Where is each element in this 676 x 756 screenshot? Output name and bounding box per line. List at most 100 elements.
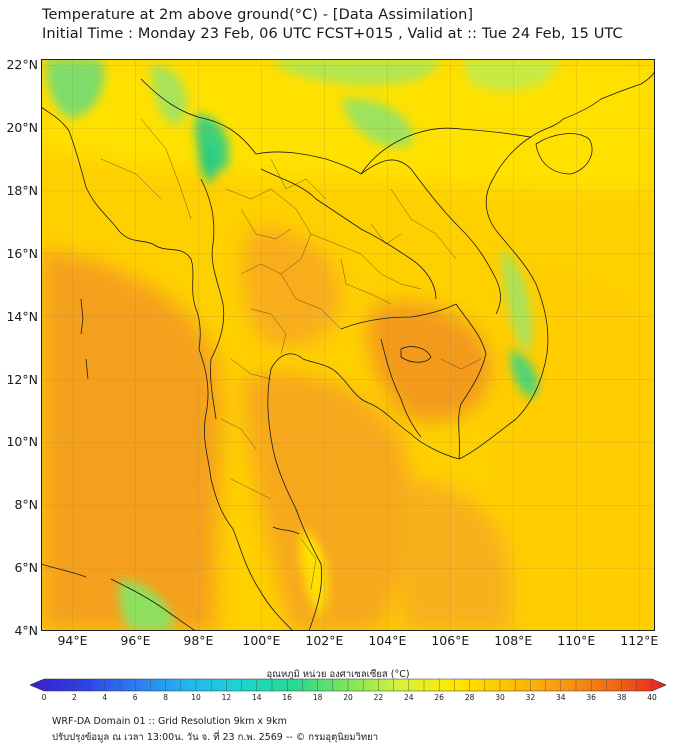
field-central-thai-warm (242, 228, 341, 347)
longitude-tick-label: 98°E (183, 633, 214, 648)
province-line (140, 118, 192, 220)
coastline-sumatra (110, 578, 197, 631)
field-green-vn2 (510, 349, 539, 399)
coastline-tenasserim (198, 348, 234, 530)
border-myanmar-china (140, 78, 257, 155)
longitude-tick-label: 96°E (120, 633, 151, 648)
latitude-tick-label: 14°N (6, 308, 38, 324)
longitude-tick-label: 102°E (305, 633, 344, 648)
hainan-island (535, 133, 593, 175)
map-frame (41, 59, 655, 631)
colorbar-tick-label: 32 (525, 693, 536, 702)
coastline-malay-west (232, 528, 294, 631)
tonle-sap (400, 346, 432, 363)
colorbar-tick-label: 14 (252, 693, 262, 702)
latitude-tick-label: 16°N (6, 245, 38, 261)
latitude-tick-label: 22°N (6, 57, 38, 73)
colorbar-tick-label: 2 (72, 693, 77, 702)
latitude-tick-label: 20°N (6, 120, 38, 136)
colorbar-title: อุณหภูมิ หน่วย องศาเซลเซียส (°C) (266, 669, 410, 680)
colorbar-tick-label: 12 (221, 693, 232, 702)
chart-title-line1: Temperature at 2m above ground(°C) - [Da… (42, 7, 474, 23)
coastline-malay-east (267, 353, 460, 631)
colorbar-tick-label: 34 (556, 693, 566, 702)
colorbar (30, 678, 666, 692)
field-andaman-warm (41, 249, 222, 631)
province-lines (100, 118, 482, 590)
footer-line2: ปรับปรุงข้อมูล ณ เวลา 13:00น. วัน จ. ที่… (52, 732, 379, 743)
temperature-map (41, 59, 655, 631)
field-green-laos (341, 98, 413, 147)
boundaries (41, 68, 655, 631)
province-line (230, 478, 272, 500)
field-green-nw2 (151, 64, 187, 125)
field-green-ne (461, 59, 561, 91)
latitude-tick-label: 18°N (6, 183, 38, 198)
colorbar-tick-label: 24 (404, 693, 414, 702)
province-line (240, 208, 292, 240)
border-cambodia-vietnam (455, 303, 487, 460)
colorbar-tick-label: 36 (586, 693, 596, 702)
colorbar-tick-label: 30 (495, 693, 505, 702)
colorbar-tick-label: 10 (191, 693, 201, 702)
field-gulf-warm (241, 372, 410, 631)
longitude-tick-label: 108°E (494, 633, 533, 648)
colorbar-tick-label: 16 (282, 693, 292, 702)
colorbar-tick-label: 0 (41, 693, 47, 702)
coastline-south-china (562, 68, 655, 120)
graticule (41, 59, 655, 631)
province-line (270, 158, 327, 200)
longitude-tick-label: 112°E (620, 633, 659, 648)
field-south-orange (401, 479, 511, 631)
coastline-vietnam (458, 118, 564, 460)
field-green-burma2 (199, 139, 217, 184)
latitude-tick-label: 6°N (14, 560, 38, 576)
field-green-nw (46, 59, 105, 119)
field-cambodia-hot (368, 302, 492, 422)
border-thailand-laos (260, 168, 437, 300)
longitude-tick-label: 104°E (368, 633, 407, 648)
border-myanmar-thailand (200, 178, 225, 420)
province-line (280, 273, 342, 330)
latitude-tick-label: 8°N (14, 497, 38, 513)
colorbar-tick-label: 6 (132, 693, 138, 702)
longitude-tick-label: 110°E (557, 633, 596, 648)
colorbar-tick-label: 20 (343, 693, 353, 702)
colorbar-tick-label: 40 (647, 693, 657, 702)
province-line (390, 188, 457, 260)
province-line (340, 258, 392, 305)
province-line (250, 308, 287, 355)
field-green-vn (501, 249, 532, 351)
footer-line1: WRF-DA Domain 01 :: Grid Resolution 9km … (52, 716, 287, 727)
colorbar-tick-label: 8 (163, 693, 168, 702)
latitude-tick-label: 10°N (6, 434, 38, 450)
coastline-myanmar-west (41, 106, 201, 350)
field-north-yellow (41, 59, 655, 192)
border-china-laos (255, 151, 362, 175)
field-green-sumatra (119, 579, 173, 631)
border-thailand-malaysia (272, 526, 300, 535)
colorbar-tick-label: 4 (102, 693, 108, 702)
province-line (100, 158, 162, 200)
field-green-malay (299, 529, 329, 619)
field-scs-amber (492, 259, 655, 631)
latitude-tick-label: 4°N (14, 623, 38, 638)
colorbar-tick-label: 22 (373, 693, 384, 702)
coastline-sumatra-tip (41, 563, 87, 578)
colorbar-tick-label: 38 (616, 693, 627, 702)
province-line (300, 538, 317, 590)
andaman-islands (80, 298, 89, 380)
longitude-tick-label: 100°E (242, 633, 281, 648)
latitude-tick-label: 12°N (6, 371, 38, 387)
colorbar-tick-label: 28 (464, 693, 475, 702)
colorbar-tick-label: 26 (434, 693, 444, 702)
longitude-tick-label: 94°E (57, 633, 88, 648)
border-china-vietnam (360, 127, 532, 175)
field-green-top (271, 59, 441, 86)
border-thailand-cambodia (340, 303, 457, 330)
province-line (440, 358, 482, 370)
mekong-river (380, 338, 422, 438)
province-line (230, 358, 272, 380)
province-line (370, 223, 402, 245)
province-line (310, 233, 422, 290)
